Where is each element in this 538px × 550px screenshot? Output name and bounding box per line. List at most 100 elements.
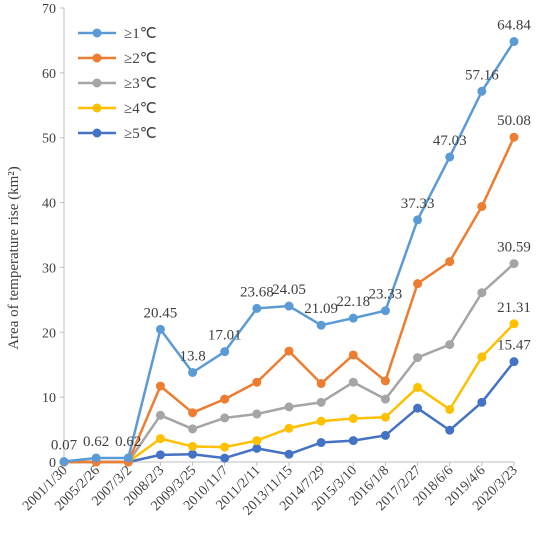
data-point [123, 453, 133, 463]
legend-label: ≥3℃ [124, 76, 157, 92]
data-point [509, 319, 519, 329]
data-label: 0.62 [83, 434, 109, 450]
data-point [220, 413, 230, 423]
data-point [380, 376, 390, 386]
data-point [284, 423, 294, 433]
legend-marker [92, 28, 102, 38]
data-point [284, 449, 294, 459]
legend-item: ≥2℃ [78, 51, 157, 67]
data-point [477, 288, 487, 298]
data-point [445, 257, 455, 267]
data-label: 57.16 [465, 67, 499, 83]
data-point [284, 301, 294, 311]
data-point [59, 457, 69, 467]
data-point [188, 408, 198, 418]
data-point [413, 279, 423, 289]
data-point [380, 412, 390, 422]
legend-label: ≥5℃ [124, 126, 157, 142]
data-point [155, 381, 165, 391]
legend-item: ≥3℃ [78, 76, 157, 92]
data-point [252, 436, 262, 446]
data-point [348, 414, 358, 424]
data-point [509, 132, 519, 142]
data-point [220, 394, 230, 404]
data-point [252, 303, 262, 313]
data-label: 13.8 [179, 348, 205, 364]
data-point [188, 367, 198, 377]
data-label: 64.84 [497, 17, 531, 33]
data-point [445, 340, 455, 350]
y-tick-label: 0 [49, 456, 56, 471]
data-label: 0.62 [115, 434, 141, 450]
series-group [59, 132, 519, 467]
data-point [155, 434, 165, 444]
data-point [284, 346, 294, 356]
data-point [380, 394, 390, 404]
y-tick-label: 40 [42, 197, 56, 212]
data-point [509, 357, 519, 367]
y-tick-label: 70 [42, 2, 56, 17]
data-point [477, 397, 487, 407]
data-label: 21.31 [497, 300, 531, 316]
data-point [509, 259, 519, 269]
data-point [413, 353, 423, 363]
data-label: 23.33 [369, 287, 403, 303]
legend-item: ≥4℃ [78, 101, 157, 117]
data-point [252, 377, 262, 387]
y-tick-label: 60 [42, 67, 56, 82]
legend-marker [92, 78, 102, 88]
data-point [220, 453, 230, 463]
data-label: 24.05 [272, 282, 306, 298]
data-point [188, 424, 198, 434]
data-point [220, 347, 230, 357]
data-point [220, 442, 230, 452]
data-point [252, 443, 262, 453]
data-point [380, 430, 390, 440]
legend-label: ≥4℃ [124, 101, 157, 117]
data-point [348, 436, 358, 446]
data-point [477, 201, 487, 211]
data-point [316, 438, 326, 448]
data-label: 50.08 [497, 113, 531, 129]
series-group [59, 319, 519, 467]
data-point [155, 324, 165, 334]
data-point [316, 416, 326, 426]
y-axis-title: Area of temperature rise (km²) [6, 166, 22, 350]
data-point [188, 441, 198, 451]
legend-item: ≥1℃ [78, 26, 157, 42]
data-point [316, 379, 326, 389]
data-point [445, 152, 455, 162]
y-tick-label: 10 [42, 391, 56, 406]
data-point [477, 86, 487, 96]
series-layer [59, 36, 519, 467]
data-point [477, 352, 487, 362]
data-point [188, 449, 198, 459]
data-point [155, 410, 165, 420]
y-tick-label: 20 [42, 326, 56, 341]
data-label: 21.09 [304, 301, 338, 317]
data-label: 20.45 [144, 305, 178, 321]
data-point [91, 453, 101, 463]
legend-label: ≥1℃ [124, 26, 157, 42]
data-label: 30.59 [497, 240, 531, 256]
legend-marker [92, 53, 102, 63]
data-point [413, 403, 423, 413]
data-point [413, 382, 423, 392]
data-label: 17.01 [208, 328, 242, 344]
data-point [348, 377, 358, 387]
data-point [348, 350, 358, 360]
series-group [59, 36, 519, 467]
data-point [445, 404, 455, 414]
data-point [380, 306, 390, 316]
legend-item: ≥5℃ [78, 126, 157, 142]
y-tick-label: 50 [42, 132, 56, 147]
data-point [509, 36, 519, 46]
data-label: 15.47 [497, 338, 531, 354]
data-point [316, 397, 326, 407]
y-tick-label: 30 [42, 261, 56, 276]
data-label: 37.33 [401, 196, 435, 212]
data-label: 47.03 [433, 133, 467, 149]
series-line [64, 136, 516, 464]
